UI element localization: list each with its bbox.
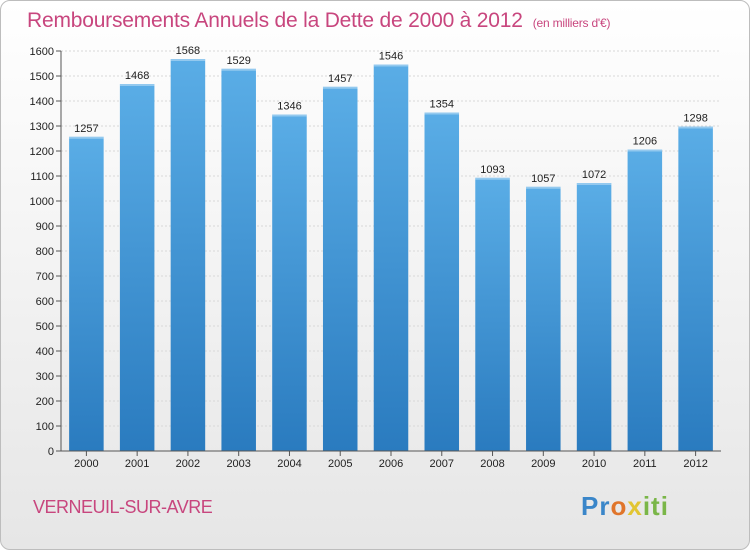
bar-highlight <box>424 112 460 115</box>
bar-2005 <box>322 86 358 451</box>
data-label: 1468 <box>125 70 149 82</box>
y-tick-label: 1600 <box>30 46 54 58</box>
x-tick-label: 2008 <box>480 458 504 470</box>
x-tick-label: 2012 <box>683 458 707 470</box>
bars <box>69 59 713 451</box>
bar-2006 <box>373 64 409 451</box>
x-tick-label: 2009 <box>531 458 555 470</box>
bar-highlight <box>678 126 713 129</box>
bar-highlight <box>322 86 358 89</box>
bar-2001 <box>119 84 155 451</box>
data-label: 1354 <box>430 99 454 111</box>
y-tick-label: 1200 <box>30 146 54 158</box>
bar-highlight <box>119 84 155 86</box>
y-tick-label: 0 <box>48 446 54 458</box>
data-label: 1298 <box>683 113 707 125</box>
logo-part: x <box>627 491 643 521</box>
bar-highlight <box>576 183 612 185</box>
x-tick-label: 2005 <box>328 458 352 470</box>
x-tick-label: 2004 <box>277 458 301 470</box>
data-label: 1568 <box>176 45 200 57</box>
y-tick-label: 1300 <box>30 121 54 133</box>
data-label: 1093 <box>480 164 504 176</box>
logo-part: o <box>610 491 628 521</box>
y-tick-label: 300 <box>36 371 54 383</box>
x-tick-label: 2000 <box>74 458 98 470</box>
x-tick-label: 2001 <box>125 458 149 470</box>
bar-2010 <box>576 183 612 451</box>
y-tick-label: 600 <box>36 296 54 308</box>
chart-subtitle: (en milliers d'€) <box>532 16 611 30</box>
data-label: 1529 <box>226 55 250 67</box>
bar-2003 <box>221 68 256 451</box>
x-tick-label: 2010 <box>582 458 606 470</box>
chart-title: Remboursements Annuels de la Dette de 20… <box>27 9 610 33</box>
bar-highlight <box>526 186 561 189</box>
data-label: 1457 <box>328 73 352 85</box>
bar-highlight <box>170 59 206 61</box>
x-tick-label: 2007 <box>430 458 454 470</box>
axes <box>56 50 721 456</box>
data-label: 1057 <box>531 173 555 185</box>
bar-2009 <box>526 186 561 451</box>
bar-highlight <box>221 68 256 71</box>
y-tick-label: 1100 <box>30 171 54 183</box>
y-tick-label: 1400 <box>30 96 54 108</box>
labels: 0 100 200 300 400 500 600 700 800 900 1000 1100 1200… <box>30 45 708 470</box>
bar-highlight <box>373 64 409 67</box>
y-tick-label: 1000 <box>30 196 54 208</box>
data-label: 1546 <box>379 51 403 63</box>
bar-2004 <box>272 114 307 451</box>
y-tick-label: 100 <box>36 421 54 433</box>
bar-highlight <box>475 177 510 180</box>
data-label: 1346 <box>277 101 301 113</box>
logo-part: Pr <box>581 491 611 521</box>
bar-2011 <box>627 149 663 451</box>
x-tick-label: 2011 <box>633 458 657 470</box>
y-tick-label: 700 <box>36 271 54 283</box>
proxiti-logo[interactable]: Proxiti <box>581 491 669 522</box>
bar-2002 <box>170 59 206 451</box>
data-label: 1072 <box>582 169 606 181</box>
logo-part: iti <box>642 491 669 521</box>
bar-2012 <box>678 126 713 451</box>
bar-highlight <box>272 114 307 117</box>
y-tick-label: 500 <box>36 321 54 333</box>
chart-title-text: Remboursements Annuels de la Dette de 20… <box>27 9 523 32</box>
bar-2000 <box>69 136 104 451</box>
y-tick-label: 200 <box>36 396 54 408</box>
y-tick-label: 900 <box>36 221 54 233</box>
data-label: 1206 <box>633 136 657 148</box>
y-tick-label: 400 <box>36 346 54 358</box>
bar-highlight <box>627 149 663 152</box>
y-tick-label: 1500 <box>30 71 54 83</box>
x-tick-label: 2003 <box>226 458 250 470</box>
bar-2007 <box>424 112 460 451</box>
y-tick-label: 800 <box>36 246 54 258</box>
x-tick-label: 2002 <box>176 458 200 470</box>
bar-highlight <box>69 136 104 139</box>
x-tick-label: 2006 <box>379 458 403 470</box>
data-label: 1257 <box>74 123 98 135</box>
city-name: VERNEUIL-SUR-AVRE <box>33 497 213 517</box>
bar-2008 <box>475 177 510 451</box>
